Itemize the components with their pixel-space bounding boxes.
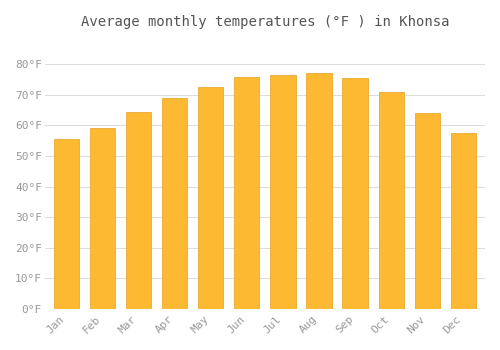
Title: Average monthly temperatures (°F ) in Khonsa: Average monthly temperatures (°F ) in Kh…: [80, 15, 449, 29]
Bar: [306, 74, 332, 309]
Bar: [378, 92, 404, 309]
Bar: [162, 98, 188, 309]
Bar: [234, 77, 260, 309]
Bar: [450, 133, 476, 309]
Bar: [54, 139, 79, 309]
Bar: [342, 78, 367, 309]
Bar: [270, 75, 295, 309]
Bar: [198, 87, 224, 309]
Bar: [90, 128, 115, 309]
Bar: [126, 112, 151, 309]
Bar: [414, 113, 440, 309]
